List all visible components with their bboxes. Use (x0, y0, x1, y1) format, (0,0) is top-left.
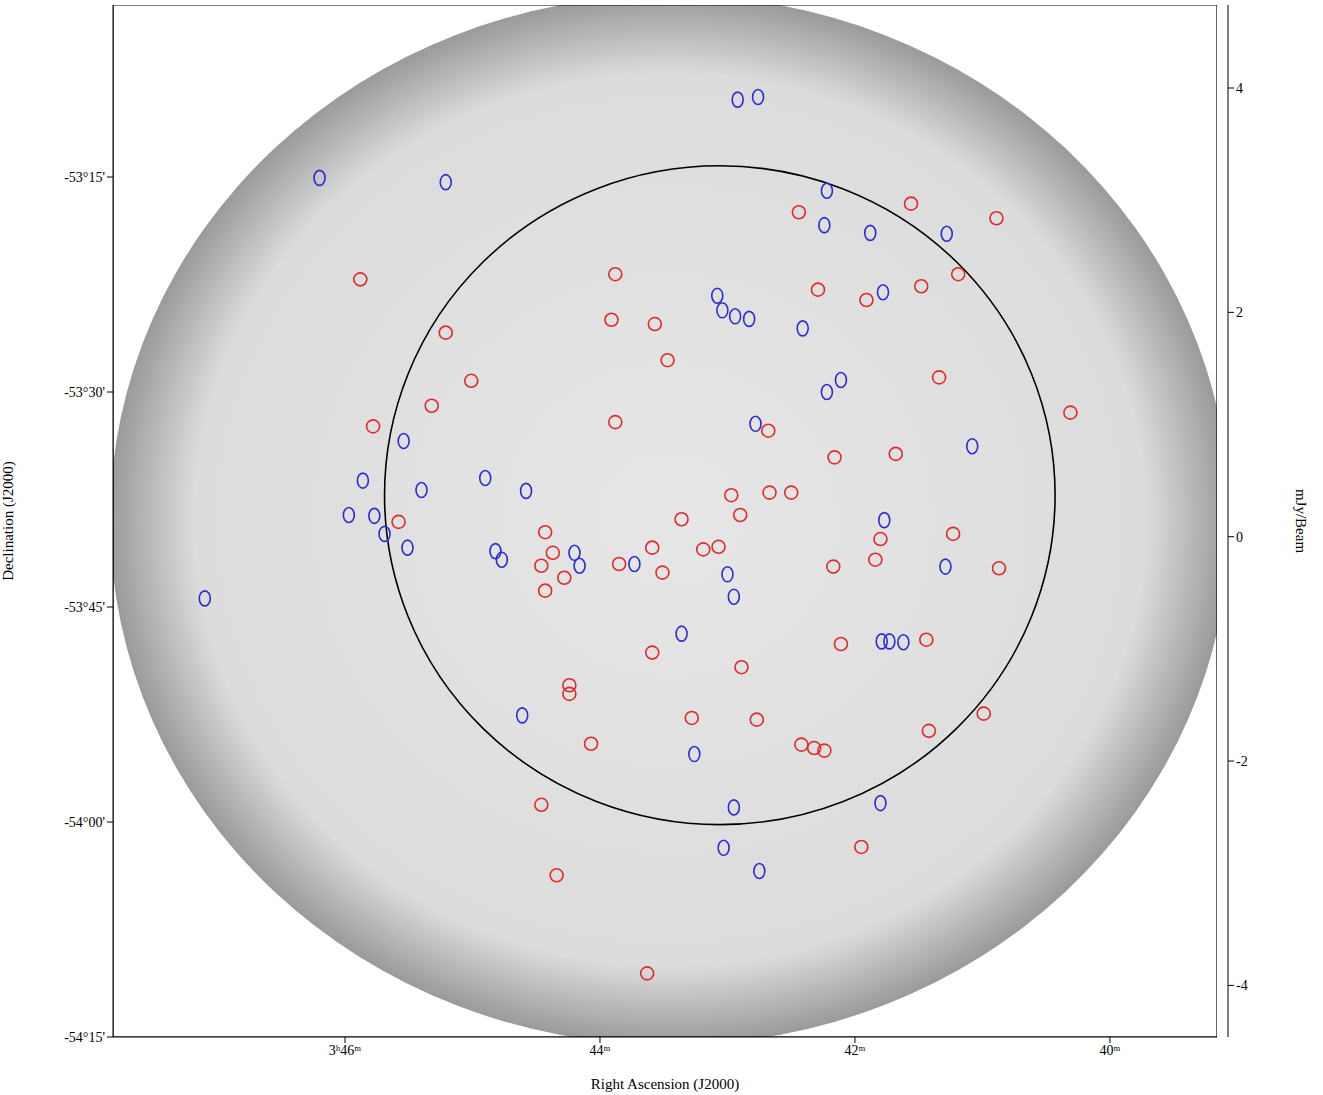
svg-text:-2: -2 (1236, 754, 1248, 769)
svg-text:-54°00': -54°00' (64, 815, 105, 830)
svg-text:-54°15': -54°15' (64, 1030, 105, 1045)
svg-text:42ᵐ: 42ᵐ (845, 1043, 866, 1058)
svg-text:4: 4 (1236, 81, 1243, 96)
svg-text:-53°30': -53°30' (64, 385, 105, 400)
svg-text:-53°45': -53°45' (64, 600, 105, 615)
svg-text:44ᵐ: 44ᵐ (590, 1043, 611, 1058)
svg-text:3ʰ46ᵐ: 3ʰ46ᵐ (329, 1043, 361, 1058)
svg-text:Right Ascension (J2000): Right Ascension (J2000) (591, 1076, 739, 1093)
svg-text:2: 2 (1236, 305, 1243, 320)
svg-text:-53°15': -53°15' (64, 170, 105, 185)
svg-text:-4: -4 (1236, 978, 1248, 993)
svg-text:0: 0 (1236, 530, 1243, 545)
svg-text:40ᵐ: 40ᵐ (1099, 1043, 1120, 1058)
svg-text:Declination (J2000): Declination (J2000) (0, 461, 17, 581)
svg-text:mJy/Beam: mJy/Beam (1293, 489, 1309, 553)
